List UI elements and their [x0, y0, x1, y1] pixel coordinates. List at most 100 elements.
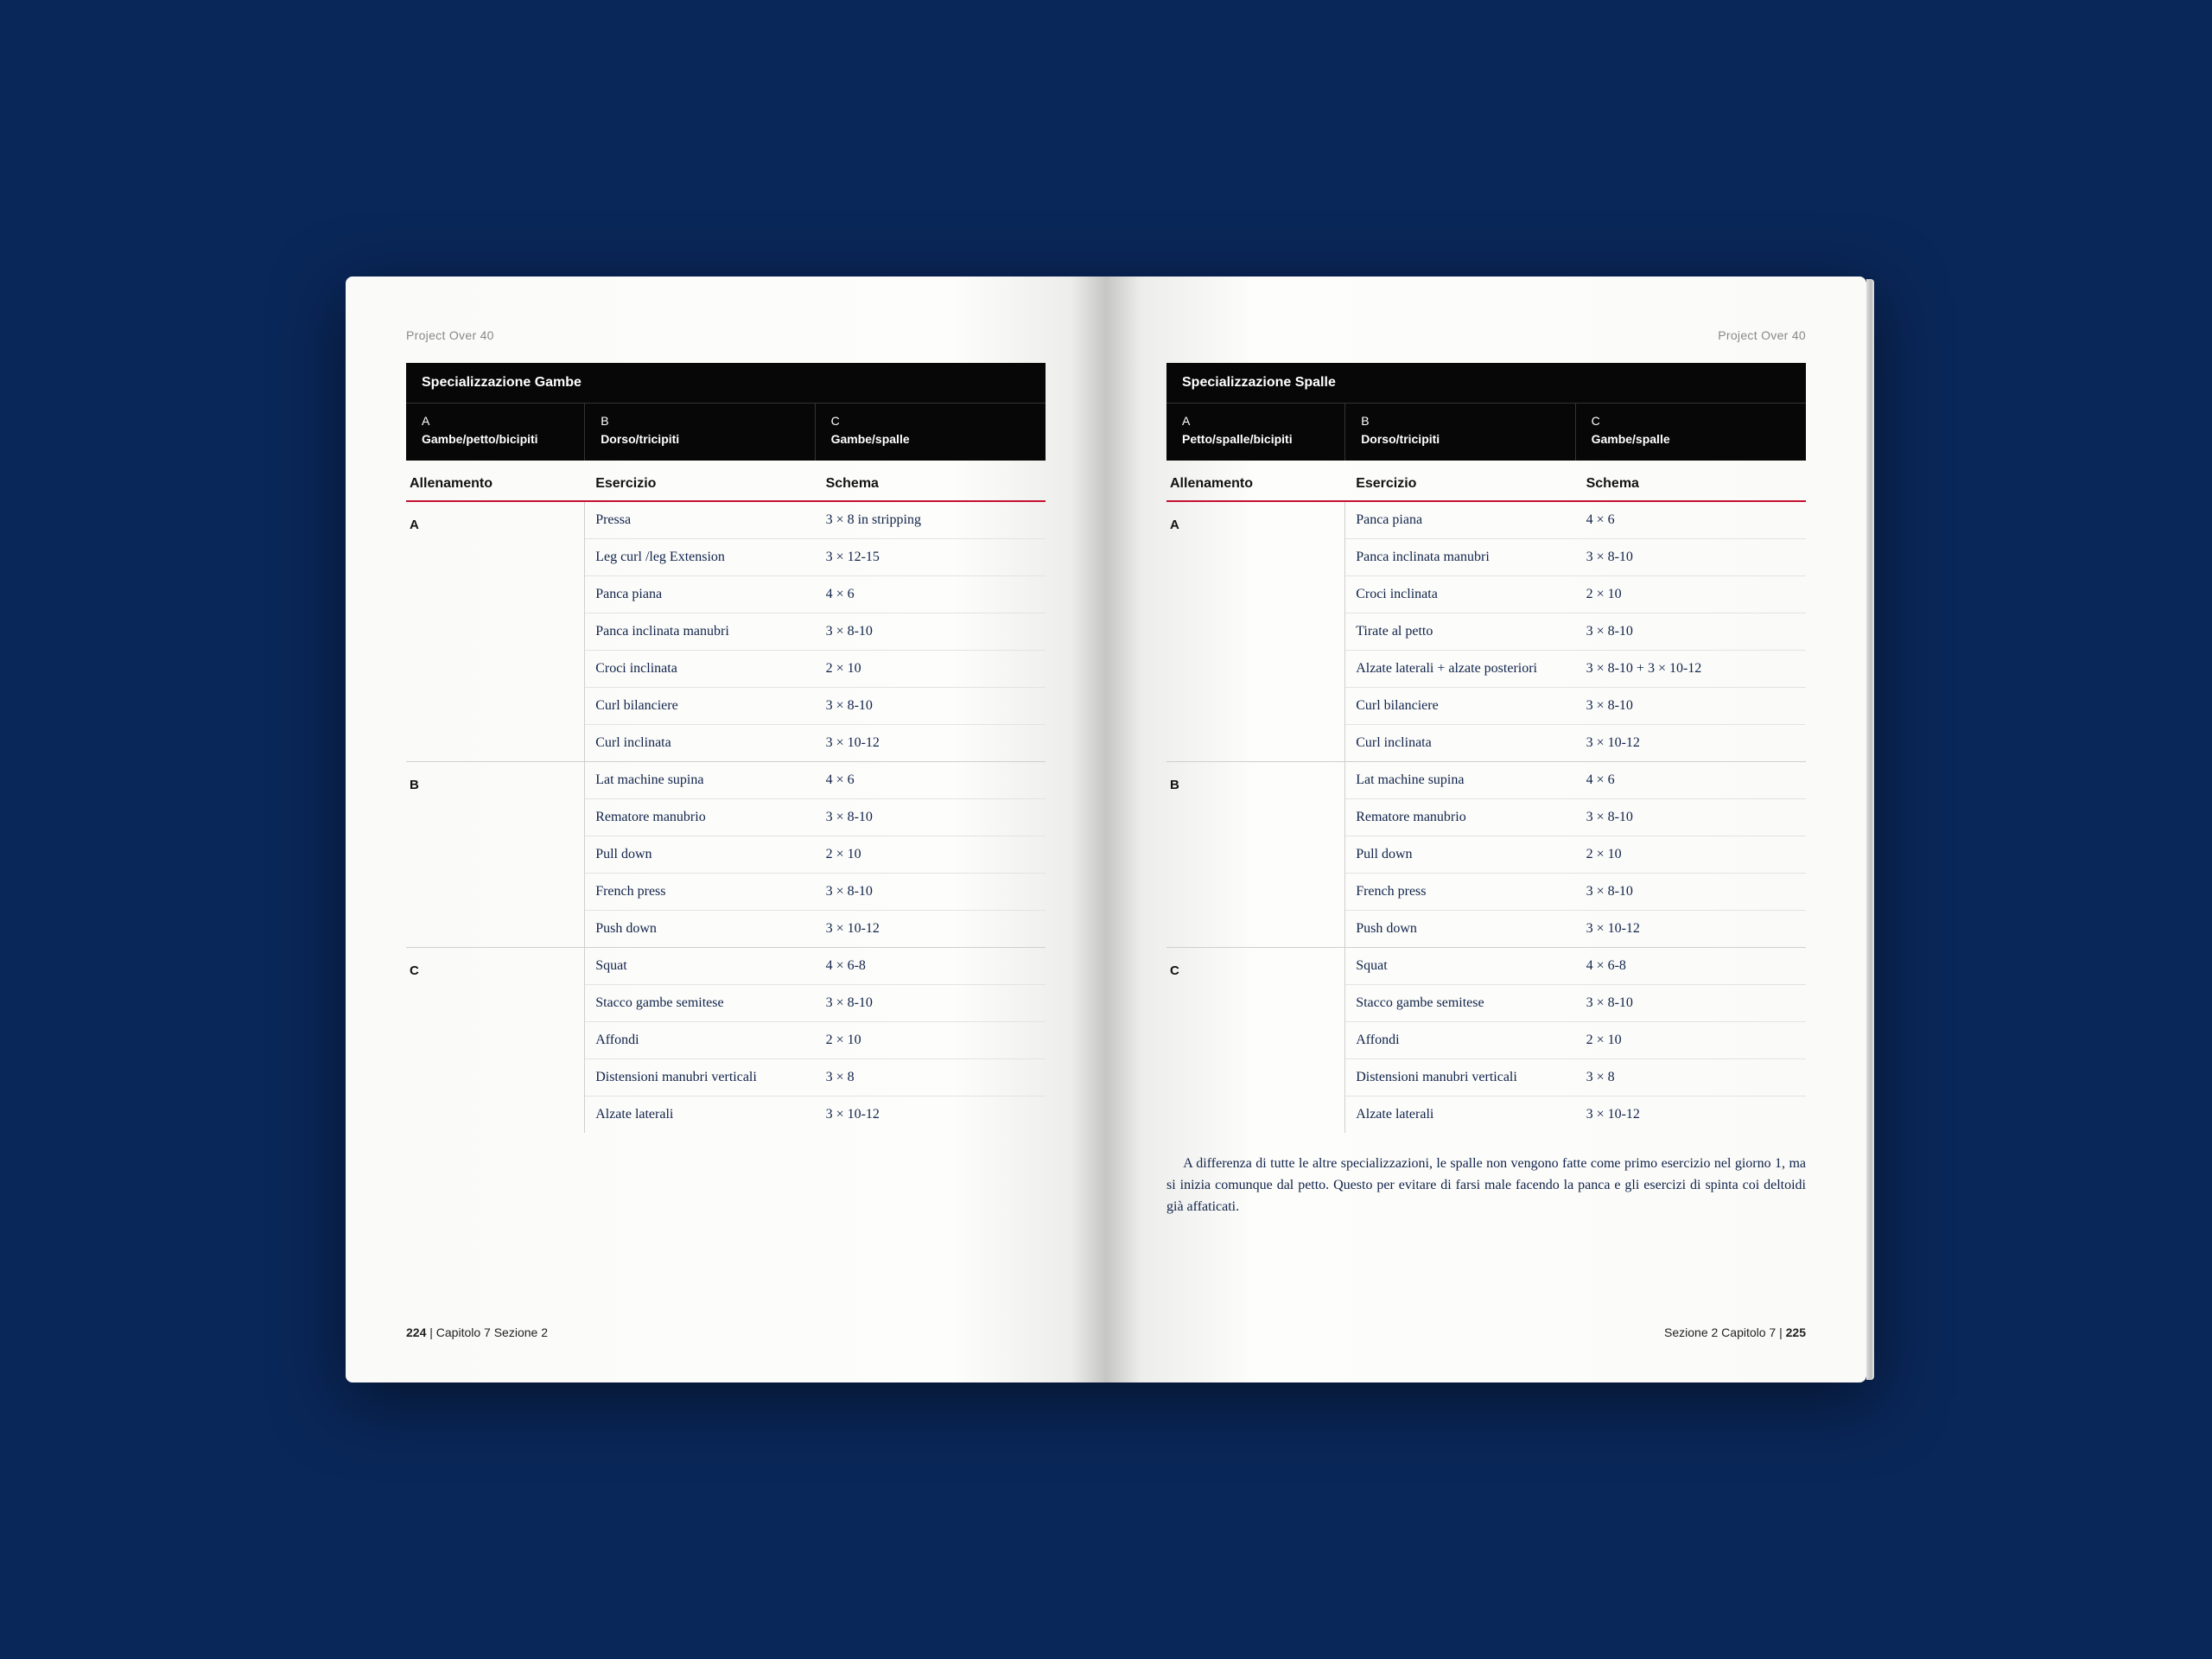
cell-exercise: Tirate al petto — [1345, 613, 1575, 650]
cell-exercise: Curl bilanciere — [585, 688, 815, 724]
table-row: Affondi2 × 10 — [1345, 1022, 1806, 1059]
table-row: French press3 × 8-10 — [1345, 874, 1806, 911]
cell-schema: 3 × 8 in stripping — [816, 502, 1046, 538]
group-rows: Lat machine supina4 × 6Rematore manubrio… — [585, 762, 1046, 947]
group-label: A — [1166, 502, 1345, 761]
table-row: Panca inclinata manubri3 × 8-10 — [1345, 539, 1806, 576]
workout-group: CSquat4 × 6-8Stacco gambe semitese3 × 8-… — [406, 948, 1046, 1133]
section-title-left: Specializzazione Gambe — [406, 363, 1046, 404]
footer-right: Sezione 2 Capitolo 7 | 225 — [1166, 1308, 1806, 1339]
table-row: Curl bilanciere3 × 8-10 — [1345, 688, 1806, 725]
cell-exercise: Panca piana — [585, 576, 815, 613]
header-col: BDorso/tricipiti — [1345, 404, 1575, 461]
table-row: Pressa3 × 8 in stripping — [585, 502, 1046, 539]
cell-schema: 2 × 10 — [1576, 836, 1806, 873]
table-row: Distensioni manubri verticali3 × 8 — [1345, 1059, 1806, 1096]
running-head-left: Project Over 40 — [406, 328, 1046, 342]
footer-sep: | — [429, 1325, 436, 1339]
header-col: CGambe/spalle — [816, 404, 1046, 461]
table-row: Pull down2 × 10 — [585, 836, 1046, 874]
header-col-desc: Gambe/spalle — [831, 432, 910, 446]
table-row: Alzate laterali3 × 10-12 — [1345, 1096, 1806, 1133]
book-spread: Project Over 40 Specializzazione Gambe A… — [346, 276, 1866, 1382]
table-row: Affondi2 × 10 — [585, 1022, 1046, 1059]
cell-schema: 3 × 12-15 — [816, 539, 1046, 575]
header-col-letter: A — [422, 412, 569, 430]
cell-exercise: Rematore manubrio — [585, 799, 815, 836]
cell-schema: 3 × 8-10 — [816, 688, 1046, 724]
cell-exercise: Leg curl /leg Extension — [585, 539, 815, 575]
workout-group: APressa3 × 8 in strippingLeg curl /leg E… — [406, 502, 1046, 762]
section-header-right: Specializzazione Spalle APetto/spalle/bi… — [1166, 363, 1806, 461]
cell-schema: 3 × 8-10 — [816, 799, 1046, 836]
cell-schema: 3 × 10-12 — [816, 725, 1046, 761]
table-row: Leg curl /leg Extension3 × 12-15 — [585, 539, 1046, 576]
cell-schema: 2 × 10 — [1576, 1022, 1806, 1058]
cell-schema: 4 × 6-8 — [816, 948, 1046, 984]
cell-schema: 3 × 10-12 — [1576, 725, 1806, 761]
table-row: Panca inclinata manubri3 × 8-10 — [585, 613, 1046, 651]
cell-exercise: Pull down — [585, 836, 815, 873]
cell-exercise: Croci inclinata — [1345, 576, 1575, 613]
cell-schema: 3 × 8 — [1576, 1059, 1806, 1096]
cell-schema: 3 × 10-12 — [816, 911, 1046, 947]
table-row: Squat4 × 6-8 — [1345, 948, 1806, 985]
table-row: Lat machine supina4 × 6 — [585, 762, 1046, 799]
cell-schema: 4 × 6 — [1576, 762, 1806, 798]
cell-schema: 4 × 6 — [1576, 502, 1806, 538]
table-row: French press3 × 8-10 — [585, 874, 1046, 911]
cell-exercise: Affondi — [585, 1022, 815, 1058]
header-col-letter: B — [601, 412, 798, 430]
cell-schema: 3 × 10-12 — [1576, 1096, 1806, 1133]
cell-schema: 4 × 6 — [816, 762, 1046, 798]
cell-schema: 4 × 6 — [816, 576, 1046, 613]
table-row: Alzate laterali + alzate posteriori3 × 8… — [1345, 651, 1806, 688]
cell-exercise: Push down — [585, 911, 815, 947]
page-right: Project Over 40 Specializzazione Spalle … — [1106, 276, 1866, 1382]
header-col-letter: C — [1592, 412, 1790, 430]
cell-exercise: French press — [1345, 874, 1575, 910]
header-col: AGambe/petto/bicipiti — [406, 404, 585, 461]
table-row: Stacco gambe semitese3 × 8-10 — [1345, 985, 1806, 1022]
th-esercizio: Esercizio — [1345, 476, 1575, 492]
cell-exercise: Panca inclinata manubri — [585, 613, 815, 650]
header-col: CGambe/spalle — [1576, 404, 1806, 461]
cell-schema: 2 × 10 — [1576, 576, 1806, 613]
group-label: C — [406, 948, 585, 1133]
cell-exercise: Alzate laterali — [585, 1096, 815, 1133]
workout-group: CSquat4 × 6-8Stacco gambe semitese3 × 8-… — [1166, 948, 1806, 1133]
footer-left: 224 | Capitolo 7 Sezione 2 — [406, 1308, 1046, 1339]
table-head-right: Allenamento Esercizio Schema — [1166, 461, 1806, 502]
footer-sep: | — [1779, 1325, 1786, 1339]
table-row: Rematore manubrio3 × 8-10 — [1345, 799, 1806, 836]
cell-exercise: French press — [585, 874, 815, 910]
table-row: Curl inclinata3 × 10-12 — [1345, 725, 1806, 761]
cell-schema: 3 × 8-10 — [1576, 985, 1806, 1021]
table-row: Alzate laterali3 × 10-12 — [585, 1096, 1046, 1133]
cell-exercise: Squat — [585, 948, 815, 984]
cell-exercise: Rematore manubrio — [1345, 799, 1575, 836]
workout-group: APanca piana4 × 6Panca inclinata manubri… — [1166, 502, 1806, 762]
th-esercizio: Esercizio — [585, 476, 815, 492]
cell-exercise: Croci inclinata — [585, 651, 815, 687]
header-col-letter: B — [1361, 412, 1559, 430]
group-label: C — [1166, 948, 1345, 1133]
spine-shadow — [1106, 276, 1141, 1382]
table-row: Stacco gambe semitese3 × 8-10 — [585, 985, 1046, 1022]
cell-exercise: Panca piana — [1345, 502, 1575, 538]
table-row: Pull down2 × 10 — [1345, 836, 1806, 874]
cell-exercise: Alzate laterali + alzate posteriori — [1345, 651, 1575, 687]
header-col: APetto/spalle/bicipiti — [1166, 404, 1345, 461]
cell-exercise: Pressa — [585, 502, 815, 538]
cell-schema: 3 × 8-10 + 3 × 10-12 — [1576, 651, 1806, 687]
cell-exercise: Distensioni manubri verticali — [1345, 1059, 1575, 1096]
table-row: Squat4 × 6-8 — [585, 948, 1046, 985]
cell-schema: 3 × 8-10 — [816, 985, 1046, 1021]
cell-schema: 3 × 8-10 — [1576, 613, 1806, 650]
cell-exercise: Alzate laterali — [1345, 1096, 1575, 1133]
cell-schema: 2 × 10 — [816, 1022, 1046, 1058]
header-col-letter: A — [1182, 412, 1329, 430]
table-row: Lat machine supina4 × 6 — [1345, 762, 1806, 799]
table-row: Push down3 × 10-12 — [585, 911, 1046, 947]
page-number-right: 225 — [1786, 1325, 1806, 1339]
